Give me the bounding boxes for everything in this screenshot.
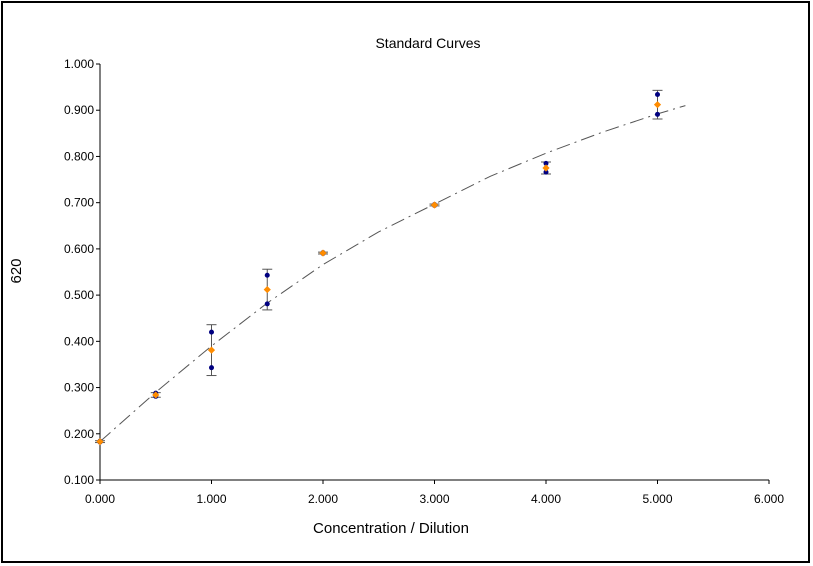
x-tick-label: 3.000 <box>419 492 449 506</box>
fit-curve-layer <box>99 105 686 442</box>
mean-point <box>263 285 271 294</box>
chart-title: Standard Curves <box>375 35 480 51</box>
replicate-point <box>209 329 214 335</box>
y-tick-label: 0.600 <box>64 242 94 256</box>
x-tick-label: 0.000 <box>85 492 115 506</box>
mean-point <box>430 201 439 209</box>
x-tick-label: 2.000 <box>308 492 338 506</box>
y-tick-label: 0.500 <box>64 288 94 302</box>
x-tick-label: 5.000 <box>642 492 672 506</box>
replicate-point <box>264 272 270 278</box>
replicate-layer <box>97 92 660 445</box>
axes: 0.100 0.200 0.300 0.400 0.500 0.600 0.700 0.800… <box>64 57 784 506</box>
y-tick-label: 1.000 <box>64 57 94 71</box>
mean-point <box>653 101 662 109</box>
y-tick-label: 0.400 <box>64 334 94 348</box>
y-tick-label: 0.800 <box>64 149 94 163</box>
fit-curve <box>99 105 686 442</box>
x-tick-label: 6.000 <box>754 492 784 506</box>
replicate-point <box>209 365 214 371</box>
x-tick-label: 4.000 <box>531 492 561 506</box>
x-tick-label: 1.000 <box>196 492 226 506</box>
y-axis-label: 620 <box>8 258 25 283</box>
y-tick-label: 0.700 <box>64 196 94 210</box>
mean-point <box>542 164 550 172</box>
mean-point <box>207 346 216 354</box>
y-tick-label: 0.100 <box>64 473 94 487</box>
mean-point <box>96 438 104 446</box>
replicate-point <box>655 92 660 98</box>
y-tick-label: 0.900 <box>64 103 94 117</box>
y-tick-label: 0.200 <box>64 427 94 441</box>
mean-layer <box>96 101 662 446</box>
replicate-point <box>543 160 549 166</box>
replicate-point <box>655 111 660 117</box>
x-axis-label: Concentration / Dilution <box>313 520 469 537</box>
replicate-point <box>543 169 549 175</box>
mean-point <box>319 249 327 257</box>
replicate-point <box>264 301 270 307</box>
mean-point <box>152 391 160 399</box>
error-bar-layer <box>95 89 663 444</box>
y-tick-label: 0.300 <box>64 381 94 395</box>
